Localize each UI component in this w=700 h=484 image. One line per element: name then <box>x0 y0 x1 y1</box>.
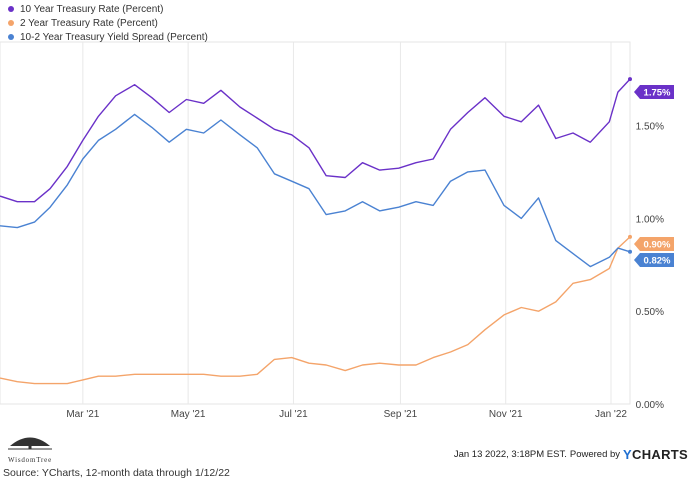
end-label-badge <box>634 253 674 267</box>
end-label-2y: 0.90% <box>634 237 674 251</box>
series-10y-line <box>0 78 631 203</box>
y-tick-label: 1.00% <box>636 214 664 225</box>
footer-powered-by: Powered by <box>569 449 621 460</box>
end-label-text: 0.90% <box>644 240 671 251</box>
legend-marker-spread <box>8 34 14 40</box>
legend-label-10y: 10 Year Treasury Rate (Percent) <box>20 3 164 15</box>
x-tick-label: Jan '22 <box>595 409 627 420</box>
tree-icon <box>8 437 52 450</box>
end-label-spread: 0.82% <box>634 253 674 267</box>
plot-frame <box>0 41 631 405</box>
legend-item-spread[interactable]: 10-2 Year Treasury Yield Spread (Percent… <box>4 30 208 44</box>
line-chart: Mar '21 May '21 Jul '21 Sep '21 Nov '21 Jan '… <box>0 41 674 420</box>
wisdomtree-wordmark: WisdomTree <box>7 456 52 464</box>
legend-item-10y[interactable]: 10 Year Treasury Rate (Percent) <box>4 2 208 16</box>
ycharts-logo-y: Y <box>623 447 633 462</box>
series-end-point <box>628 249 632 254</box>
end-label-text: 1.75% <box>644 88 671 99</box>
legend-marker-10y <box>8 6 14 12</box>
x-tick-label: Mar '21 <box>66 409 99 420</box>
ycharts-logo-text: CHARTS <box>632 447 688 462</box>
legend-label-2y: 2 Year Treasury Rate (Percent) <box>20 17 158 29</box>
end-label-text: 0.82% <box>644 256 671 267</box>
series-end-point <box>628 77 632 82</box>
series-end-point <box>628 234 632 239</box>
end-label-badge <box>634 85 674 99</box>
ycharts-logo[interactable]: YCHARTS <box>623 447 688 462</box>
footer-attribution: Jan 13 2022, 3:18PM EST. Powered by YCHA… <box>454 447 688 462</box>
series-spread-line <box>0 113 631 268</box>
chart-area: Mar '21 May '21 Jul '21 Sep '21 Nov '21 Jan '… <box>0 41 674 420</box>
x-tick-label: May '21 <box>171 409 206 420</box>
chart-legend: 10 Year Treasury Rate (Percent) 2 Year T… <box>4 2 208 44</box>
x-tick-label: Sep '21 <box>384 409 418 420</box>
y-tick-label: 1.50% <box>636 122 664 133</box>
source-note: Source: YCharts, 12-month data through 1… <box>3 467 230 479</box>
legend-label-spread: 10-2 Year Treasury Yield Spread (Percent… <box>20 31 208 43</box>
y-tick-label: 0.50% <box>636 307 664 318</box>
end-label-badge <box>634 237 674 251</box>
legend-item-2y[interactable]: 2 Year Treasury Rate (Percent) <box>4 16 208 30</box>
x-tick-label: Jul '21 <box>279 409 308 420</box>
footer-timestamp: Jan 13 2022, 3:18PM EST. <box>453 449 567 460</box>
y-tick-label: 0.00% <box>636 400 664 411</box>
x-tick-label: Nov '21 <box>489 409 523 420</box>
end-label-10y: 1.75% <box>634 85 674 99</box>
series-2y-line <box>0 236 631 385</box>
wisdomtree-logo: WisdomTree <box>4 433 56 464</box>
legend-marker-2y <box>8 20 14 26</box>
